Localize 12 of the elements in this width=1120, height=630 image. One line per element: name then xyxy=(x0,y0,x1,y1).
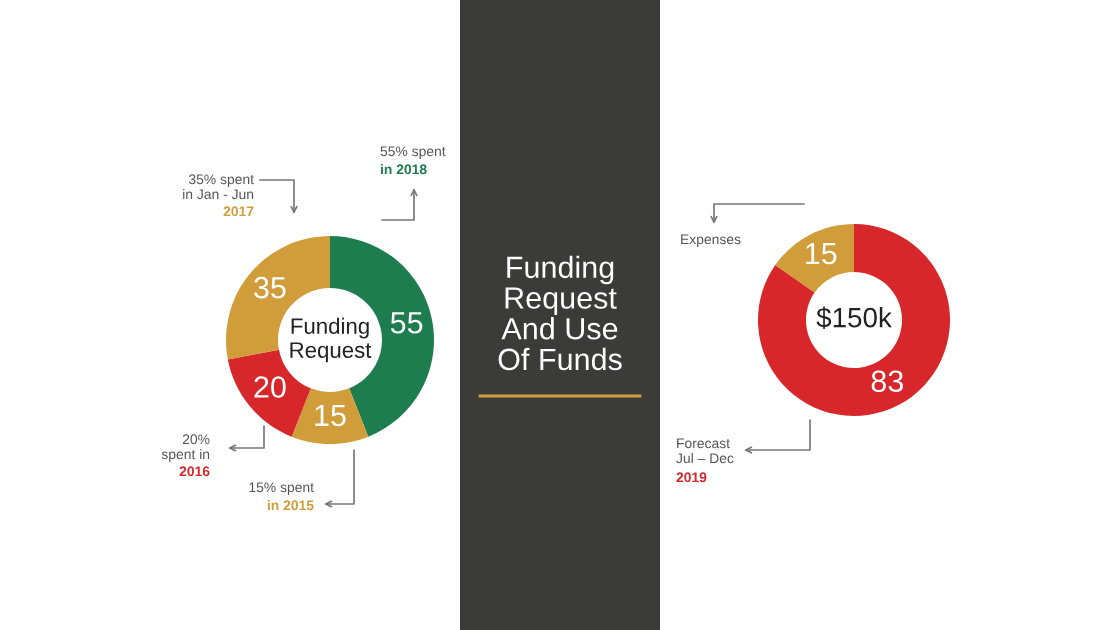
donut-slice xyxy=(775,224,854,293)
data-label: 15 xyxy=(806,243,837,265)
data-label: 35 xyxy=(254,276,286,299)
data-label: 15 xyxy=(315,404,346,427)
data-label: 20 xyxy=(254,376,286,398)
donut-slice xyxy=(758,224,950,416)
donut-slice xyxy=(291,388,369,444)
text: $150k xyxy=(816,306,892,330)
data-label: 55 xyxy=(390,312,423,334)
data-label: 83 xyxy=(871,370,903,393)
text: Funding Request And Use Of Funds xyxy=(498,255,622,371)
text: Funding Request xyxy=(290,317,372,363)
